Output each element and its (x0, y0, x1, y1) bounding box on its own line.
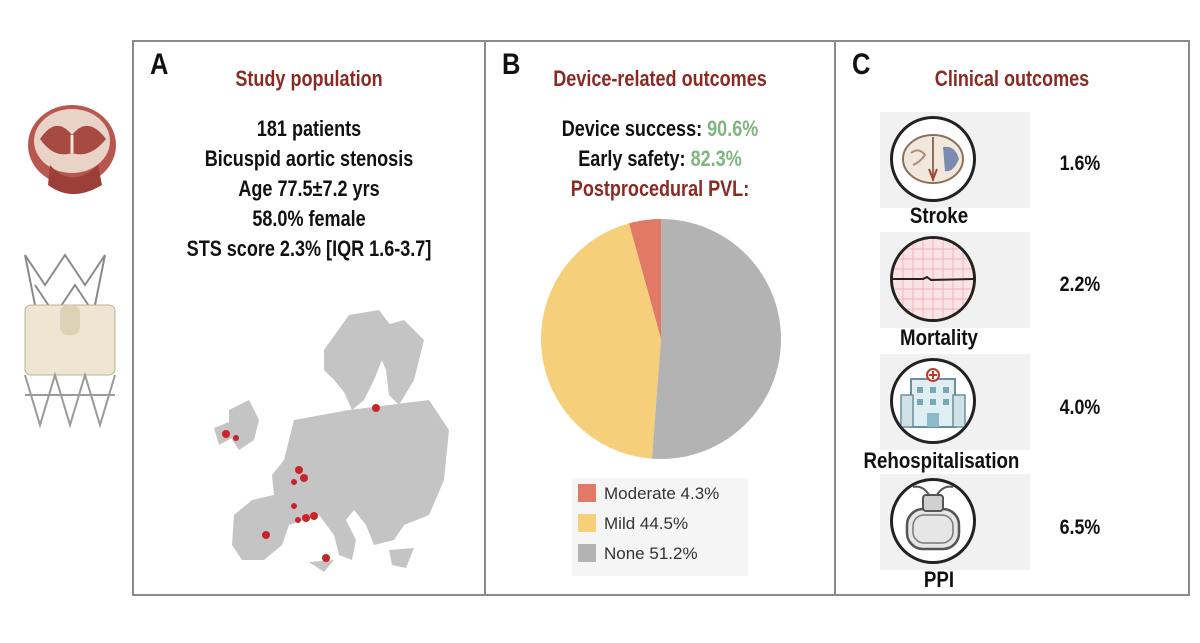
outcome-label-mortality: Mortality (900, 325, 978, 350)
legend-item-moderate: Moderate 4.3% (578, 484, 719, 508)
legend-label-mild: Mild 44.5% (604, 514, 689, 533)
panel-clinical-outcomes: C Clinical outcomes (834, 40, 1190, 596)
device-success-line: Device success: 90.6% (517, 116, 802, 142)
outcome-value-mortality: 2.2% (1059, 273, 1101, 296)
diagnosis-line: Bicuspid aortic stenosis (204, 146, 414, 171)
early-safety-value: 82.3% (690, 146, 742, 171)
pie-slice-mild (540, 223, 661, 459)
early-safety-line: Early safety: 82.3% (517, 146, 802, 172)
panel-title: Study population (235, 66, 383, 91)
device-success-value: 90.6% (707, 116, 759, 141)
surgical-valve-illustration (28, 105, 116, 194)
sts-line: STS score 2.3% [IQR 1.6-3.7] (186, 236, 432, 261)
female-line: 58.0% female (252, 206, 366, 231)
outcome-value-stroke: 1.6% (1059, 152, 1101, 175)
early-safety-label: Early safety: (578, 146, 686, 171)
brain-icon (890, 116, 976, 202)
pvl-title: Postprocedural PVL: (570, 176, 750, 201)
pacemaker-icon (890, 478, 976, 564)
pvl-pie-chart (540, 219, 781, 459)
legend-item-none: None 51.2% (578, 544, 698, 568)
panel-study-population: A Study population 181 patients Bicuspid… (132, 40, 486, 596)
age-line: Age 77.5±7.2 yrs (238, 176, 380, 201)
device-success-label: Device success: (561, 116, 703, 141)
hospital-icon (890, 358, 976, 444)
ecg-icon (890, 236, 976, 322)
pie-legend: Moderate 4.3% Mild 44.5% None 51.2% (572, 478, 748, 576)
panel-title: Clinical outcomes (934, 66, 1090, 91)
legend-item-mild: Mild 44.5% (578, 514, 688, 538)
pie-slice-none (651, 219, 781, 459)
panel-letter: A (150, 48, 169, 81)
europe-map (214, 310, 449, 572)
legend-swatch-moderate (578, 484, 596, 502)
legend-swatch-mild (578, 514, 596, 532)
legend-label-none: None 51.2% (604, 544, 698, 563)
legend-label-moderate: Moderate 4.3% (604, 484, 720, 503)
transcatheter-valve-illustration (24, 253, 116, 429)
outcome-label-stroke: Stroke (909, 203, 969, 228)
outcome-value-ppi: 6.5% (1059, 516, 1101, 539)
panel-letter: B (502, 48, 521, 81)
panel-letter: C (852, 48, 871, 81)
panel-title: Device-related outcomes (553, 66, 767, 91)
outcome-label-ppi: PPI (923, 567, 955, 592)
outcome-label-rehospitalisation: Rehospitalisation (863, 448, 1020, 473)
panel-device-outcomes: B Device-related outcomes Device success… (484, 40, 836, 596)
patients-line: 181 patients (256, 116, 362, 141)
outcome-value-rehospitalisation: 4.0% (1059, 396, 1101, 419)
legend-swatch-none (578, 544, 596, 562)
pie-slice-moderate (628, 219, 661, 339)
